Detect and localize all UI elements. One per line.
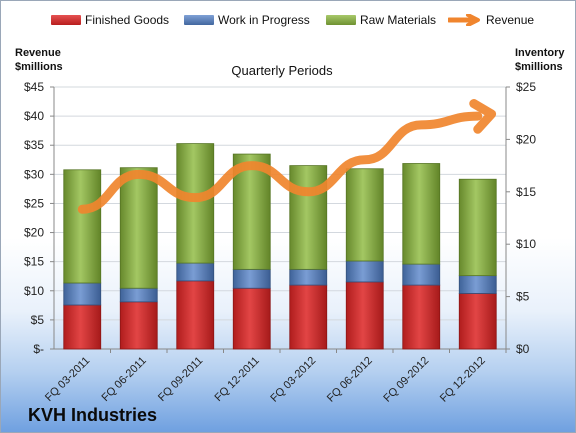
work-in-progress-bar: [402, 263, 441, 286]
x-tick-label: FQ 03-2012: [268, 355, 318, 405]
right-axis-title-line2: $millions: [515, 61, 563, 73]
right-tick-label: $20: [516, 132, 536, 146]
right-tick-label: $5: [516, 290, 530, 304]
finished-goods-bar: [63, 304, 102, 350]
finished-goods-bar: [402, 284, 441, 350]
right-tick-label: $0: [516, 342, 530, 356]
left-axis-title-line2: $millions: [15, 61, 63, 73]
revenue-arrowhead: [469, 99, 497, 134]
right-tick-label: $25: [516, 80, 536, 94]
right-tick-label: $10: [516, 237, 536, 251]
left-tick-label: $10: [24, 284, 44, 298]
x-tick-label: FQ 03-2011: [43, 355, 92, 404]
legend-label-raw-materials: Raw Materials: [360, 13, 437, 27]
left-tick-label: $20: [24, 226, 44, 240]
legend: Finished Goods Work in Progress Raw Mate…: [1, 13, 575, 33]
raw-materials-bar: [402, 163, 441, 265]
raw-materials-bar: [458, 178, 497, 277]
raw-materials-bar: [289, 165, 328, 270]
left-tick-label: $30: [24, 167, 44, 181]
legend-item-revenue: Revenue: [446, 13, 535, 27]
raw-materials-bar: [176, 143, 215, 264]
raw-materials-swatch: [326, 15, 356, 25]
work-in-progress-bar: [63, 282, 102, 306]
finished-goods-bar: [289, 284, 328, 350]
finished-goods-bar: [119, 301, 158, 350]
x-tick-label: FQ 06-2012: [325, 355, 375, 405]
right-axis-title-line1: Inventory: [515, 47, 565, 59]
finished-goods-bar: [458, 293, 497, 350]
x-tick-label: FQ 06-2011: [99, 355, 148, 404]
legend-item-finished-goods: Finished Goods: [51, 13, 169, 27]
raw-materials-bar: [232, 153, 271, 270]
x-tick-label: FQ 09-2012: [381, 355, 431, 405]
raw-materials-bar: [63, 169, 102, 284]
raw-materials-bar: [119, 167, 158, 289]
left-tick-label: $40: [24, 109, 44, 123]
legend-label-work-in-progress: Work in Progress: [218, 13, 310, 27]
x-tick-label: FQ 09-2011: [156, 355, 205, 404]
x-tick-label: FQ 12-2012: [438, 355, 488, 405]
work-in-progress-bar: [345, 260, 384, 283]
legend-label-finished-goods: Finished Goods: [85, 13, 170, 27]
raw-materials-bar: [345, 168, 384, 262]
left-tick-label: $25: [24, 196, 44, 210]
company-name: KVH Industries: [28, 405, 158, 425]
legend-item-work-in-progress: Work in Progress: [184, 13, 310, 27]
work-in-progress-swatch: [184, 15, 214, 25]
left-tick-label: $45: [24, 80, 44, 94]
work-in-progress-bar: [458, 275, 497, 294]
left-tick-label: $35: [24, 138, 44, 152]
left-tick-label: $-: [33, 342, 44, 356]
work-in-progress-bar: [176, 262, 215, 282]
left-tick-label: $5: [31, 313, 45, 327]
finished-goods-swatch: [51, 15, 81, 25]
legend-item-raw-materials: Raw Materials: [326, 13, 436, 27]
left-axis-title-line1: Revenue: [15, 47, 61, 59]
left-tick-label: $15: [24, 255, 44, 269]
finished-goods-bar: [232, 287, 271, 350]
chart-subtitle: Quarterly Periods: [231, 63, 333, 78]
legend-label-revenue: Revenue: [486, 13, 535, 27]
x-tick-label: FQ 12-2011: [212, 355, 261, 404]
right-axis-title: Inventory $millions: [515, 46, 565, 74]
finished-goods-bar: [345, 281, 384, 350]
work-in-progress-bar: [289, 268, 328, 286]
finished-goods-bar: [176, 280, 215, 350]
right-tick-label: $15: [516, 185, 536, 199]
work-in-progress-bar: [232, 268, 271, 289]
revenue-line: [77, 111, 483, 214]
work-in-progress-bar: [119, 287, 158, 303]
revenue-arrow-icon: [446, 13, 480, 27]
left-axis-title: Revenue $millions: [15, 46, 63, 74]
